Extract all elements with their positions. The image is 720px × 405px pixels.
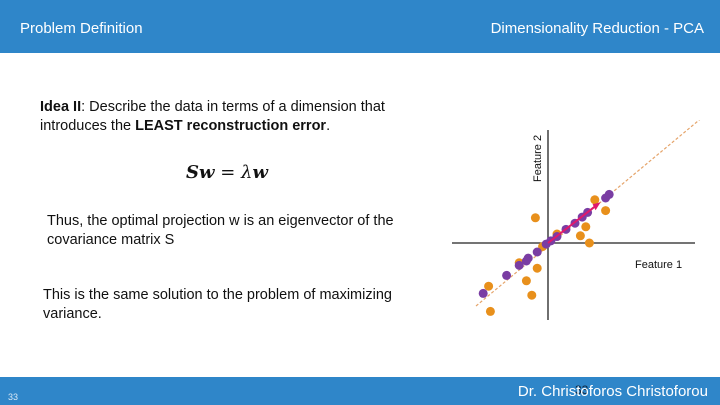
original-data-point bbox=[590, 195, 600, 205]
slide-number-center: 33 bbox=[575, 383, 589, 397]
eigenvector-arrow bbox=[547, 204, 598, 244]
idea-label: Idea II bbox=[40, 99, 82, 115]
pca-scatter-plot: Feature 1 Feature 2 bbox=[452, 120, 701, 320]
original-data-point bbox=[581, 222, 591, 232]
idea-text: : Describe the data in terms of a dimens… bbox=[40, 99, 385, 134]
original-data-point bbox=[485, 306, 495, 316]
original-data-point bbox=[530, 213, 540, 223]
eigenvector-arrowhead bbox=[592, 202, 601, 211]
projected-data-point bbox=[514, 260, 524, 270]
formula-sw: Sw bbox=[186, 162, 215, 183]
thus-paragraph: Thus, the optimal projection w is an eig… bbox=[47, 213, 394, 248]
formula-eq: = λ bbox=[214, 162, 253, 183]
idea-end: . bbox=[326, 118, 331, 134]
x-axis-label: Feature 1 bbox=[635, 259, 682, 271]
section-title: Problem Definition bbox=[20, 20, 143, 37]
author-name: Dr. Christoforos Christoforou bbox=[517, 383, 708, 400]
idea-bold: LEAST reconstruction error bbox=[135, 118, 327, 134]
footer-bar: 33 33 Dr. Christoforos Christoforou bbox=[0, 377, 720, 405]
formula-w: w bbox=[252, 162, 268, 183]
original-data-point bbox=[521, 276, 531, 286]
y-axis-label: Feature 2 bbox=[532, 135, 544, 182]
slide-number-left: 33 bbox=[8, 392, 19, 402]
original-data-point bbox=[527, 290, 537, 300]
projected-data-point bbox=[521, 256, 531, 266]
same-paragraph: This is the same solution to the problem… bbox=[43, 287, 392, 322]
header-bar: Problem Definition Dimensionality Reduct… bbox=[0, 0, 720, 53]
projected-data-point bbox=[601, 193, 611, 203]
projected-data-point bbox=[532, 247, 542, 257]
idea-paragraph: Idea II: Describe the data in terms of a… bbox=[40, 98, 440, 136]
eigen-formula: Sw = λw bbox=[186, 162, 268, 183]
projected-data-point bbox=[478, 288, 488, 298]
slide-topic: Dimensionality Reduction - PCA bbox=[490, 20, 704, 37]
projected-data-point bbox=[502, 270, 512, 280]
original-data-point bbox=[601, 206, 611, 216]
original-data-point bbox=[584, 238, 594, 248]
original-data-point bbox=[484, 281, 494, 291]
original-data-point bbox=[532, 263, 542, 273]
original-data-point bbox=[575, 231, 585, 241]
